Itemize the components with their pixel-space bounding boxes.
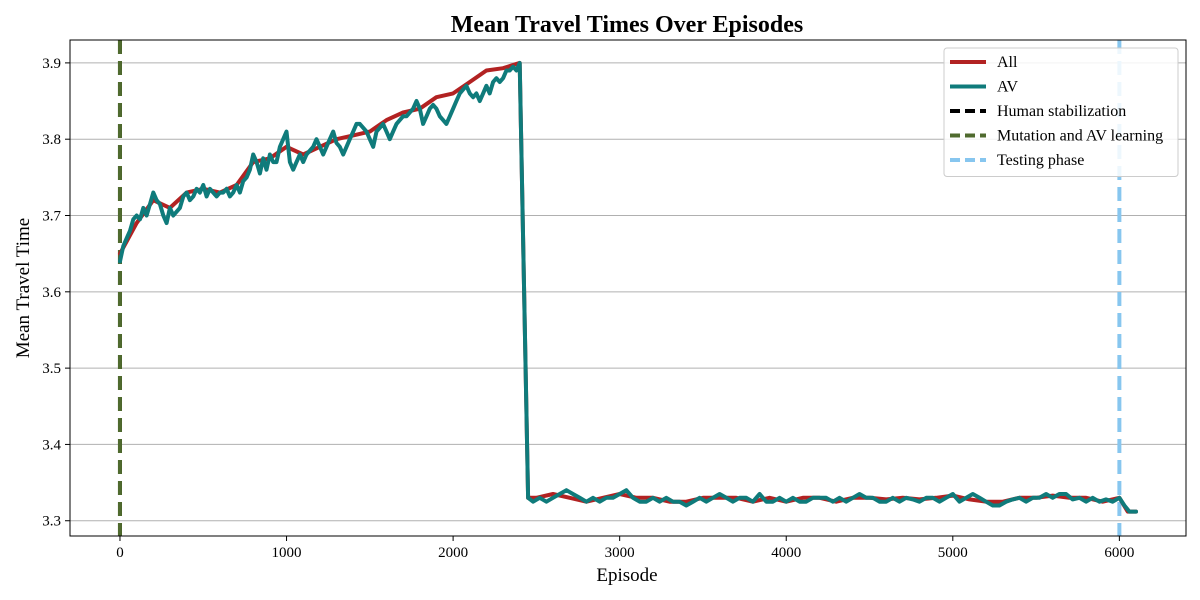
y-tick-label-5: 3.8 <box>42 132 61 148</box>
x-tick-label-3: 3000 <box>605 545 635 561</box>
legend-label-2: Human stabilization <box>997 103 1126 120</box>
x-tick-label-6: 6000 <box>1104 545 1134 561</box>
legend: All AV Human stabilization Mutation and AV … <box>943 47 1179 177</box>
x-tick-label-2: 2000 <box>438 545 468 561</box>
series-line-av <box>118 60 1138 514</box>
grid-lines <box>70 62 1186 522</box>
x-tick-label-5: 5000 <box>938 545 968 561</box>
x-tick-label-1: 1000 <box>272 545 302 561</box>
y-tick-label-6: 3.9 <box>42 56 61 72</box>
legend-label-0: All <box>997 54 1018 71</box>
y-tick-label-1: 3.4 <box>42 437 61 453</box>
y-tick-label-2: 3.5 <box>42 361 61 377</box>
x-axis-label: Episode <box>596 565 657 586</box>
plot-frame <box>69 39 1187 537</box>
data-series <box>118 60 1138 514</box>
legend-box <box>943 47 1179 177</box>
legend-label-4: Testing phase <box>997 152 1084 169</box>
series-line-all <box>118 60 1138 514</box>
x-tick-label-4: 4000 <box>771 545 801 561</box>
y-tick-label-4: 3.7 <box>42 209 61 225</box>
legend-label-1: AV <box>997 79 1018 96</box>
x-axis-ticks: 0 1000 2000 3000 4000 5000 6000 <box>116 536 1134 561</box>
chart-title: Mean Travel Times Over Episodes <box>451 12 803 38</box>
legend-label-3: Mutation and AV learning <box>997 128 1163 145</box>
y-axis-label: Mean Travel Time <box>13 218 34 358</box>
x-tick-label-0: 0 <box>116 545 124 561</box>
y-tick-label-0: 3.3 <box>42 514 61 530</box>
y-axis-ticks: 3.3 3.4 3.5 3.6 3.7 3.8 3.9 <box>42 56 70 530</box>
y-tick-label-3: 3.6 <box>42 285 61 301</box>
